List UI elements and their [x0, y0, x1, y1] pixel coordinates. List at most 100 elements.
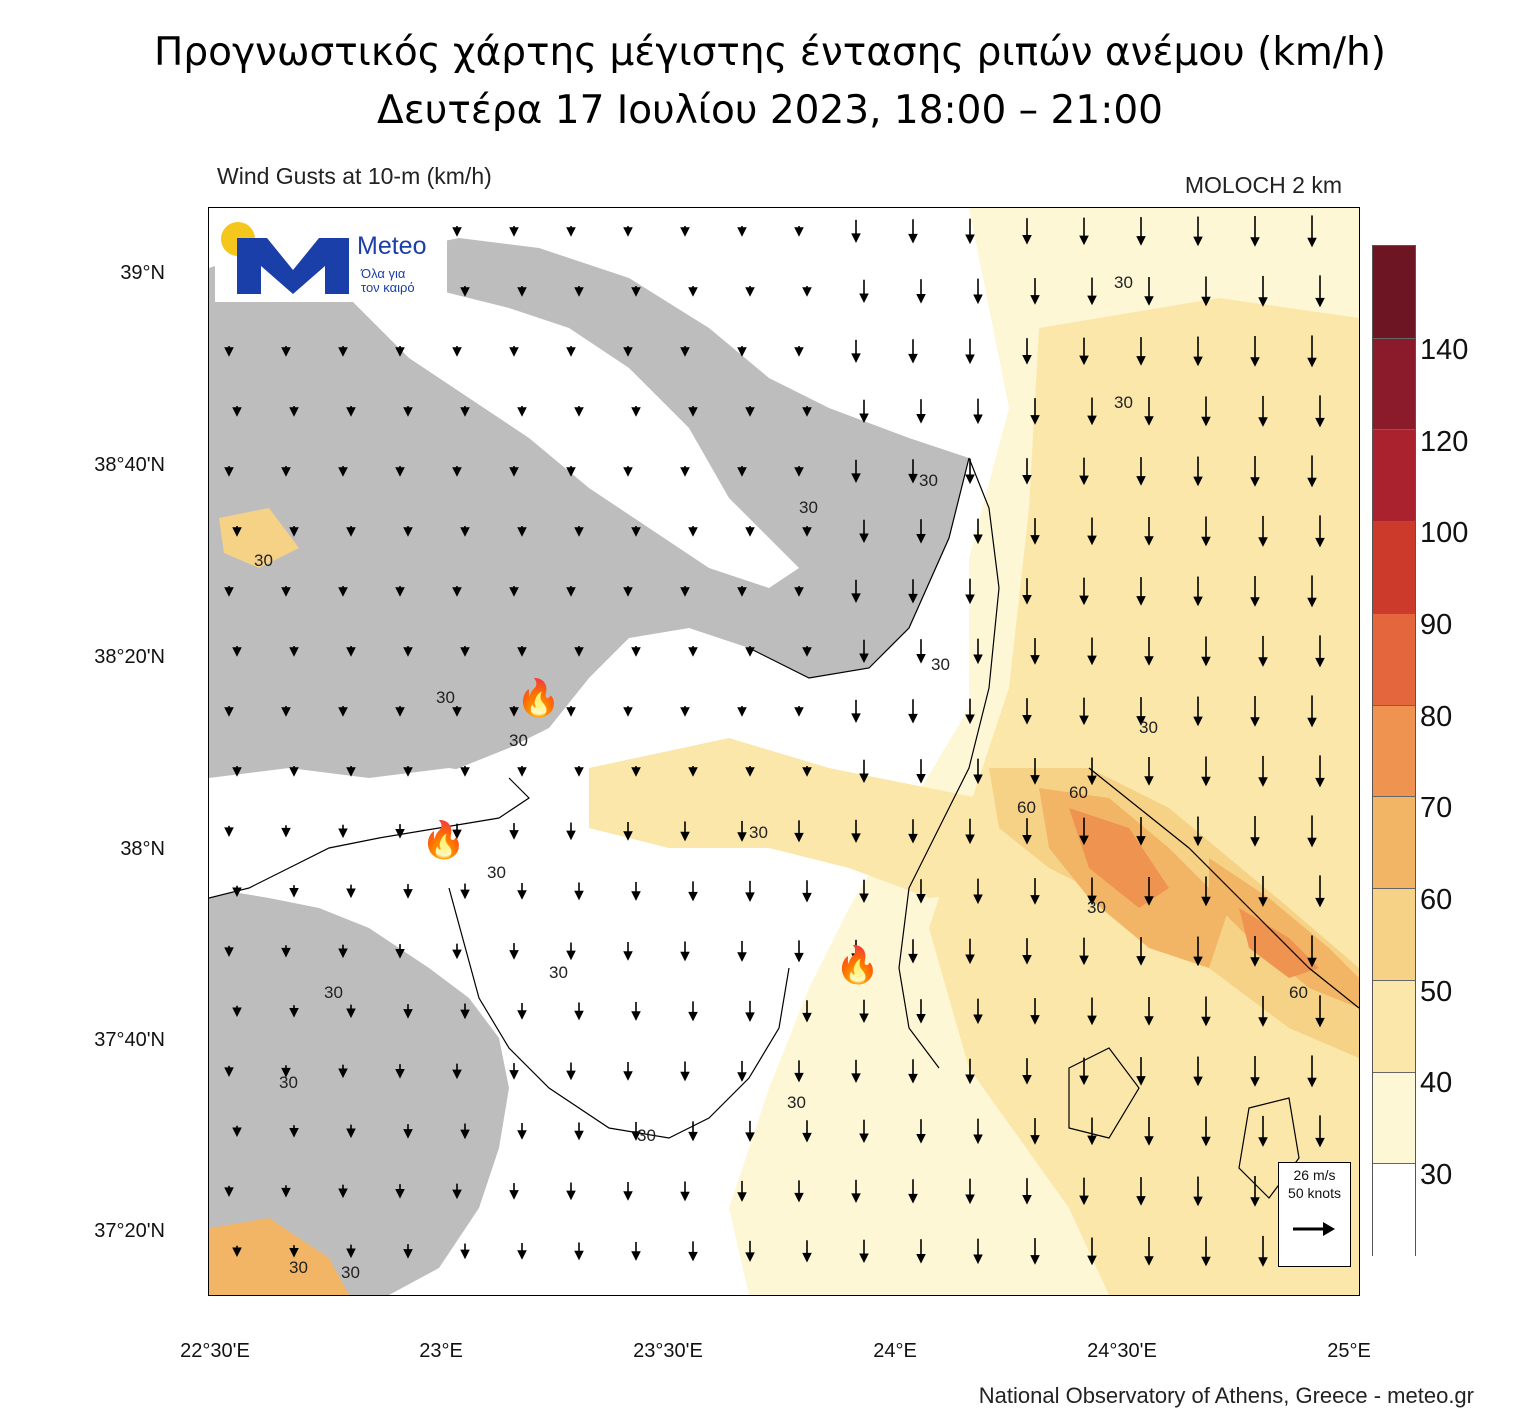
wind-arrow-head: [1250, 837, 1260, 847]
wind-arrow-head: [1030, 1135, 1040, 1145]
wind-arrow-head: [802, 1252, 812, 1263]
wind-arrow-head: [737, 467, 747, 477]
wind-arrow-head: [1144, 1016, 1154, 1026]
wind-arrow-head: [346, 407, 356, 417]
contour-label-30: 30: [509, 731, 528, 750]
lat-tick-37-20n: 37°20'N: [94, 1220, 165, 1242]
wind-arrow-head: [908, 953, 918, 964]
wind-arrow-head: [289, 1248, 299, 1258]
wind-arrow-head: [224, 587, 234, 597]
wind-arrow-head: [460, 527, 470, 537]
lon-tick-23e: 23°E: [419, 1340, 463, 1362]
wind-arrow-head: [1087, 775, 1097, 786]
wind-arrow-head: [395, 347, 405, 357]
wind-arrow-head: [1022, 595, 1032, 605]
wind-arrow-head: [794, 952, 804, 963]
wind-arrow-head: [680, 467, 690, 477]
corinth-gulf: [209, 768, 529, 898]
wind-arrow-head: [680, 707, 690, 717]
wind-vector-field: [224, 215, 1325, 1268]
wind-arrow-head: [688, 527, 698, 537]
wind-arrow-head: [1307, 717, 1317, 728]
wind-arrow-head: [460, 647, 470, 657]
wind-arrow-head: [1258, 777, 1268, 787]
wind-arrow-head: [1087, 1135, 1097, 1146]
wind-arrow-head: [1087, 1015, 1097, 1026]
wind-arrow-head: [1315, 1017, 1325, 1028]
lat-tick-38n: 38°N: [120, 838, 165, 860]
wind-arrow-head: [566, 467, 576, 477]
wind-arrow-head: [1136, 836, 1146, 846]
wind-arrow-head: [745, 287, 755, 297]
wind-arrow-head: [802, 1012, 812, 1023]
wind-arrow-head: [851, 953, 861, 963]
wind-arrow-head: [224, 827, 234, 837]
wind-arrow-head: [737, 707, 747, 717]
wind-arrow-head: [1136, 716, 1146, 726]
colorbar-label-60: 60: [1420, 884, 1453, 916]
wind-arrow-head: [859, 1253, 869, 1264]
reference-speed-knots: 50 knots: [1288, 1185, 1341, 1201]
wind-arrow-head: [1315, 297, 1325, 308]
contour-label-30: 30: [549, 963, 568, 982]
contour-label-30: 30: [324, 983, 343, 1002]
colorbar-label-140: 140: [1420, 334, 1469, 366]
wind-arrow-head: [1193, 836, 1203, 847]
wind-arrow-head: [680, 1191, 690, 1202]
wind-arrow-head: [965, 1074, 975, 1085]
wind-arrow-head: [232, 1247, 242, 1258]
wind-arrow-head: [509, 467, 519, 477]
wind-arrow-head: [1022, 235, 1032, 245]
wind-arrow-head: [1022, 835, 1032, 845]
wind-arrow-head: [973, 774, 983, 785]
wind-arrow-head: [1030, 415, 1040, 425]
wind-arrow-head: [232, 527, 242, 537]
wind-arrow-head: [566, 227, 576, 237]
wind-arrow-head: [631, 1251, 641, 1261]
wind-arrow-head: [346, 1248, 356, 1259]
wind-arrow-head: [794, 1192, 804, 1203]
colorbar-label-100: 100: [1420, 517, 1469, 549]
wind-arrow-head: [566, 1190, 576, 1201]
wind-arrow-head: [851, 473, 861, 483]
wind-arrow-head: [851, 1073, 861, 1083]
wind-arrow-head: [965, 354, 975, 365]
wind-arrow-head: [1030, 655, 1040, 665]
wind-arrow-head: [232, 887, 242, 898]
wind-arrow-head: [574, 1010, 584, 1021]
wind-arrow-head: [908, 833, 918, 844]
wind-arrow-head: [1136, 236, 1146, 246]
wind-arrow-head: [859, 413, 869, 424]
wind-arrow-head: [916, 1254, 926, 1264]
wind-arrow-head: [517, 1130, 527, 1140]
wind-arrow-head: [1315, 897, 1325, 908]
wind-arrow-head: [794, 832, 804, 843]
wind-arrow-head: [802, 287, 812, 297]
wind-arrow-head: [395, 949, 405, 959]
contour-label-30: 30: [749, 823, 768, 842]
contour-label-30: 30: [279, 1073, 298, 1092]
wind-arrow-head: [574, 890, 584, 901]
wind-arrow-head: [631, 407, 641, 417]
wind-arrow-head: [1201, 1136, 1211, 1147]
wind-arrow-head: [973, 1254, 983, 1265]
wind-arrow-head: [1136, 356, 1146, 366]
wind-arrow-head: [574, 527, 584, 537]
contour-label-30: 30: [1087, 898, 1106, 917]
contour-label-30: 30: [487, 863, 506, 882]
wind-arrow-head: [403, 889, 413, 899]
wind-arrow-head: [517, 767, 527, 777]
wind-arrow-head: [745, 1132, 755, 1142]
lon-tick-24-30e: 24°30'E: [1087, 1340, 1157, 1362]
contour-label-30: 30: [289, 1258, 308, 1277]
wind-arrow-head: [1144, 776, 1154, 786]
wind-arrow-head: [574, 647, 584, 657]
wind-arrow-head: [623, 587, 633, 597]
wind-arrow-head: [973, 294, 983, 305]
wind-arrow-head: [452, 587, 462, 597]
wind-arrow-head: [794, 227, 804, 237]
wind-arrow-head: [1250, 477, 1260, 487]
wind-arrow-head: [338, 467, 348, 477]
lat-tick-38-20n: 38°20'N: [94, 646, 165, 668]
colorbar-label-120: 120: [1420, 426, 1469, 458]
